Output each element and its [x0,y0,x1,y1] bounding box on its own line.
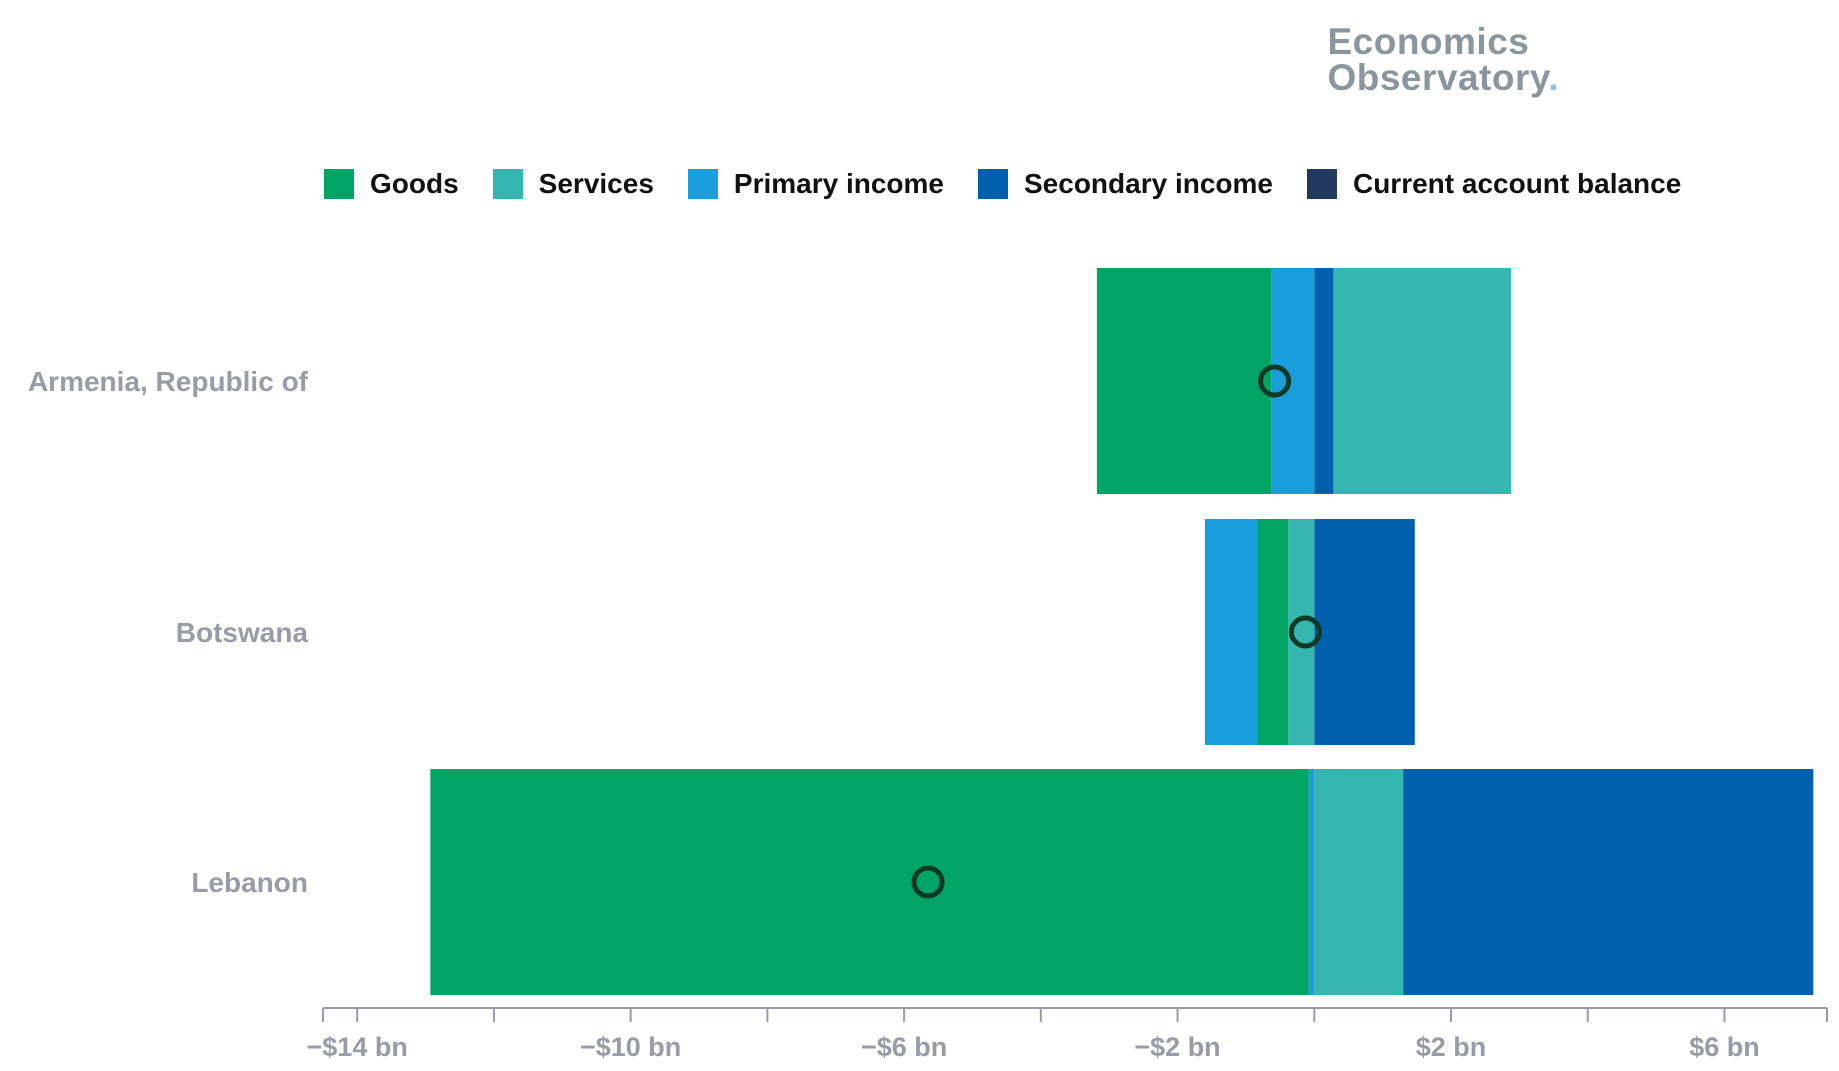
balance-marker-lebanon [911,865,945,899]
balance-marker-armenia-republic-of [1258,364,1292,398]
bar-botswana-primary-income [1204,519,1258,745]
bar-lebanon-secondary-income [1403,769,1814,995]
legend-label-secondary-income: Secondary income [1024,168,1273,199]
legend-label-current-account-balance: Current account balance [1352,168,1682,199]
bar-armenia-republic-of-goods [1096,268,1272,494]
legend-item-goods[interactable]: Goods [324,168,459,200]
legend-label-primary-income: Primary income [733,168,944,199]
brand-line-2-text: Observatory [1327,57,1549,98]
legend-item-current-account-balance[interactable]: Current account balance [1306,168,1682,200]
legend-swatch-goods [324,169,354,199]
bar-botswana-goods [1257,519,1289,745]
category-label-armenia-republic-of: Armenia, Republic of [28,366,309,397]
legend-item-primary-income[interactable]: Primary income [687,168,944,200]
legend-swatch-services [492,169,523,199]
x-tick-label: $6 bn [1689,1032,1760,1062]
legend-label-services: Services [538,168,654,199]
brand-line-1: Economics [1327,21,1530,62]
x-tick-label: −$2 bn [1134,1032,1220,1062]
x-tick-label: −$6 bn [861,1032,947,1062]
bar-armenia-republic-of-primary-income [1271,268,1315,494]
legend-item-secondary-income[interactable]: Secondary income [978,168,1273,200]
bar-lebanon-primary-income [1308,769,1315,995]
bar-lebanon-services [1314,769,1404,995]
legend-label-goods: Goods [370,168,459,199]
brand-logo: Economics Observatory. [1327,21,1559,98]
x-tick-label: −$14 bn [307,1032,408,1062]
x-tick-label: $2 bn [1416,1032,1487,1062]
legend-item-services[interactable]: Services [492,168,654,200]
bar-armenia-republic-of-secondary-income [1314,268,1334,494]
legend-swatch-primary-income [687,169,718,199]
category-label-botswana: Botswana [176,617,309,648]
legend-swatch-secondary-income [978,169,1008,199]
brand-dot: . [1548,57,1559,98]
bar-botswana-secondary-income [1314,519,1415,745]
brand-line-2: Observatory. [1327,57,1559,98]
bar-lebanon-goods [430,769,1309,995]
category-label-lebanon: Lebanon [191,867,308,898]
bar-armenia-republic-of-services [1333,268,1512,494]
chart-legend: Goods Services Primary income Secondary … [324,168,1715,200]
balance-marker-botswana [1288,615,1322,649]
x-tick-label: −$10 bn [580,1032,681,1062]
legend-swatch-current-account-balance [1306,169,1337,199]
